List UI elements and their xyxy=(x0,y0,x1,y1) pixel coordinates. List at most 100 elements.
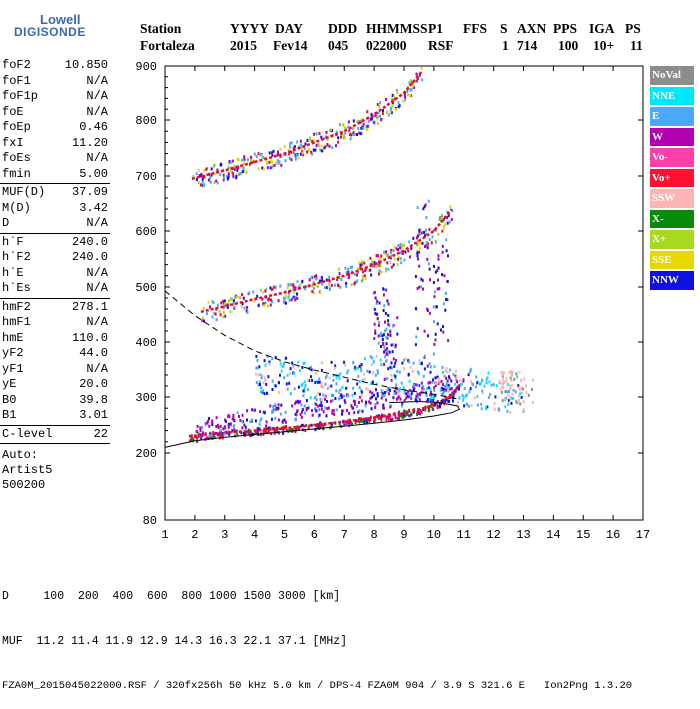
echo-point xyxy=(257,167,260,171)
echo-point xyxy=(262,381,265,385)
echo-point xyxy=(231,429,234,432)
echo-point xyxy=(447,214,450,218)
echo-point xyxy=(396,369,399,373)
echo-point xyxy=(241,170,244,174)
echo-point xyxy=(280,403,283,407)
echo-point xyxy=(410,392,413,396)
echo-point xyxy=(363,261,366,265)
echo-point xyxy=(342,134,345,138)
echo-point xyxy=(384,320,386,324)
echo-point xyxy=(335,408,338,412)
echo-point xyxy=(203,168,206,172)
echo-point xyxy=(350,283,353,287)
echo-point xyxy=(469,387,472,391)
echo-point xyxy=(327,283,330,286)
echo-point xyxy=(415,72,418,76)
echo-point xyxy=(379,334,382,338)
echo-point xyxy=(416,413,419,417)
echo-point xyxy=(375,264,378,268)
echo-point xyxy=(385,398,387,402)
echo-point xyxy=(382,293,385,297)
echo-point xyxy=(378,105,381,109)
echo-point xyxy=(421,78,424,82)
echo-point xyxy=(455,387,458,391)
echo-point xyxy=(396,91,399,95)
echo-point xyxy=(315,144,318,148)
echo-point xyxy=(437,257,440,261)
echo-point xyxy=(412,86,415,89)
echo-point xyxy=(516,399,519,403)
echo-point xyxy=(364,404,367,408)
echo-point xyxy=(505,376,508,380)
echo-point xyxy=(417,257,419,261)
echo-point xyxy=(287,293,290,297)
echo-point xyxy=(271,427,274,431)
echo-point xyxy=(376,401,379,405)
echo-point xyxy=(254,419,257,423)
echo-point xyxy=(230,297,233,301)
echo-point xyxy=(305,285,308,288)
echo-point xyxy=(284,159,287,163)
echo-point xyxy=(303,380,306,384)
echo-point xyxy=(319,290,322,294)
auto-artist: Artist5 xyxy=(2,463,53,477)
echo-point xyxy=(507,393,510,397)
echo-point xyxy=(292,365,295,369)
echo-point xyxy=(462,398,465,402)
echo-point xyxy=(241,413,244,417)
echo-point xyxy=(294,295,297,299)
echo-point xyxy=(377,324,380,327)
echo-point xyxy=(403,399,406,403)
echo-point xyxy=(410,246,413,250)
echo-point xyxy=(199,426,202,430)
echo-point xyxy=(476,395,479,398)
echo-point xyxy=(363,377,366,381)
echo-point xyxy=(372,264,375,268)
echo-point xyxy=(197,181,200,184)
echo-point xyxy=(470,380,473,384)
echo-point xyxy=(433,376,436,380)
echo-point xyxy=(354,402,356,406)
plot-frame xyxy=(164,65,644,521)
echo-point xyxy=(347,393,350,397)
echo-point xyxy=(429,387,432,391)
echo-point xyxy=(494,395,497,399)
echo-point xyxy=(320,149,323,153)
echo-point xyxy=(272,163,275,167)
echo-point xyxy=(219,313,222,317)
echo-point xyxy=(292,283,295,287)
echo-point xyxy=(310,365,313,369)
param-separator xyxy=(0,297,110,299)
echo-point xyxy=(332,409,335,413)
echo-point xyxy=(381,394,384,398)
echo-point xyxy=(352,125,355,129)
echo-point xyxy=(452,399,454,403)
echo-point xyxy=(495,384,498,388)
echo-point xyxy=(420,231,423,235)
echo-point xyxy=(353,411,356,415)
echo-point xyxy=(290,283,293,287)
echo-point xyxy=(293,145,296,149)
echo-point xyxy=(312,281,315,285)
echo-point xyxy=(390,254,392,258)
echo-point xyxy=(446,370,449,374)
echo-point xyxy=(435,383,438,387)
echo-point xyxy=(294,298,297,302)
echo-point xyxy=(440,380,443,384)
echo-point xyxy=(283,144,286,148)
echo-point xyxy=(310,375,312,379)
echo-point xyxy=(380,256,383,260)
echo-point xyxy=(396,263,399,267)
echo-point xyxy=(385,342,388,346)
echo-point xyxy=(384,348,387,352)
param-name: h`F xyxy=(2,234,24,249)
echo-point xyxy=(201,425,204,429)
echo-point xyxy=(212,431,215,435)
echo-point xyxy=(525,384,528,388)
echo-point xyxy=(371,395,373,399)
echo-point xyxy=(215,416,218,420)
echo-point xyxy=(238,173,241,176)
echo-point xyxy=(332,373,335,377)
echo-point xyxy=(416,251,419,255)
echo-point xyxy=(308,367,311,371)
